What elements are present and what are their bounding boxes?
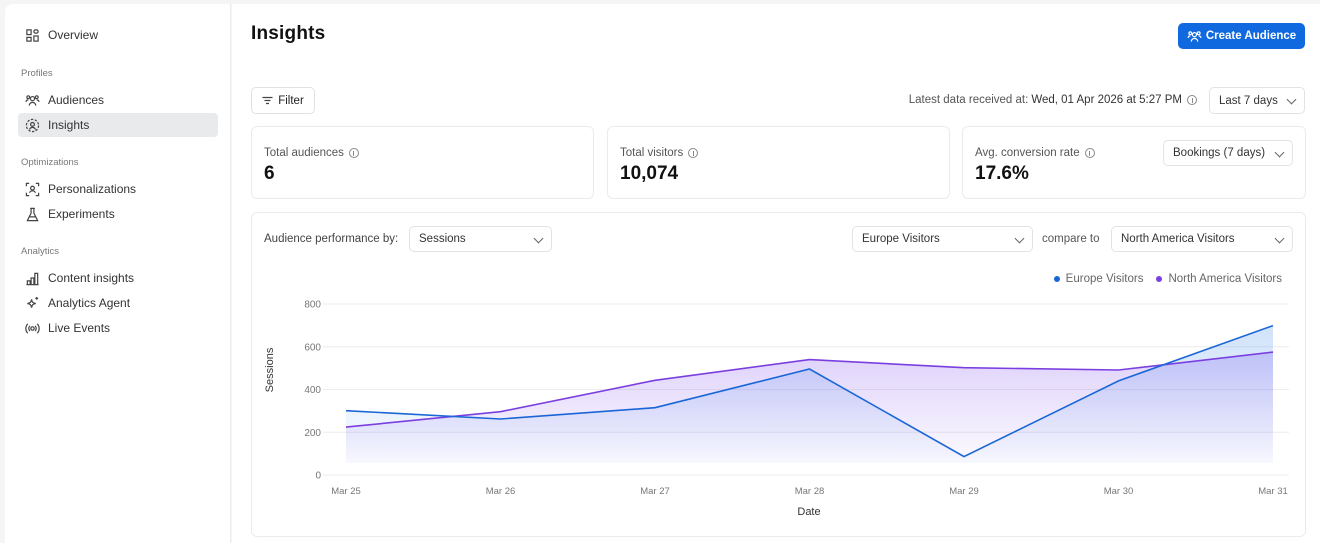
- broadcast-icon: [24, 320, 40, 336]
- legend-dot-icon: [1053, 276, 1060, 282]
- stat-label: Total visitors: [620, 147, 684, 159]
- stat-value: 6: [264, 163, 275, 184]
- legend-label: North America Visitors: [1168, 273, 1282, 285]
- y-axis-title: Sessions: [264, 347, 276, 392]
- chart-legend: Europe Visitors North America Visitors: [1041, 273, 1282, 285]
- sidebar-item-label: Overview: [48, 28, 99, 42]
- sidebar-item-audiences[interactable]: Audiences: [18, 88, 218, 112]
- latest-data-value: Wed, 01 Apr 2026 at 5:27 PM: [1031, 94, 1182, 106]
- users-icon: [1187, 30, 1202, 42]
- conversion-goal-select[interactable]: Bookings (7 days): [1163, 140, 1293, 166]
- stat-value: 17.6%: [975, 163, 1029, 184]
- performance-label: Audience performance by:: [264, 233, 399, 245]
- section-profiles: Profiles: [21, 68, 53, 79]
- info-icon[interactable]: [1084, 148, 1095, 158]
- svg-text:600: 600: [304, 342, 321, 353]
- sidebar-item-content-insights[interactable]: Content insights: [18, 266, 218, 290]
- legend-item-europe[interactable]: Europe Visitors: [1053, 273, 1144, 285]
- compare-audience-value: North America Visitors: [1121, 233, 1235, 245]
- section-analytics: Analytics: [21, 246, 60, 257]
- sidebar-item-overview[interactable]: Overview: [18, 23, 218, 47]
- sparkle-icon: [24, 295, 40, 311]
- legend-dot-icon: [1156, 276, 1163, 282]
- chevron-down-icon: [1274, 147, 1285, 158]
- stat-card-conversion-rate: Avg. conversion rate 17.6% Bookings (7 d…: [962, 126, 1306, 199]
- chevron-down-icon: [1286, 94, 1297, 105]
- sidebar-item-label: Audiences: [48, 93, 105, 107]
- stat-card-total-visitors: Total visitors 10,074: [607, 126, 950, 199]
- sidebar-item-personalizations[interactable]: Personalizations: [18, 177, 218, 201]
- svg-text:Mar 25: Mar 25: [331, 486, 361, 497]
- sidebar-item-insights[interactable]: Insights: [18, 113, 218, 137]
- sidebar: Overview Profiles Audiences Insights Opt…: [5, 4, 231, 543]
- sidebar-item-live-events[interactable]: Live Events: [18, 316, 218, 340]
- create-audience-label: Create Audience: [1205, 30, 1297, 42]
- filter-icon: [262, 96, 273, 105]
- section-optimizations: Optimizations: [21, 157, 79, 168]
- svg-text:Mar 30: Mar 30: [1104, 486, 1134, 497]
- sidebar-item-label: Content insights: [48, 271, 135, 285]
- sidebar-item-label: Analytics Agent: [48, 296, 131, 310]
- filter-button[interactable]: Filter: [251, 87, 315, 114]
- north-america-line: [345, 351, 1274, 428]
- audience-select[interactable]: Europe Visitors: [852, 226, 1033, 252]
- svg-text:400: 400: [304, 385, 321, 396]
- create-audience-button[interactable]: Create Audience: [1178, 23, 1305, 49]
- conversion-goal-value: Bookings (7 days): [1173, 147, 1266, 159]
- info-icon[interactable]: [1187, 95, 1197, 105]
- sidebar-item-label: Personalizations: [48, 182, 137, 196]
- svg-text:Mar 31: Mar 31: [1258, 486, 1288, 497]
- date-range-select[interactable]: Last 7 days: [1209, 87, 1305, 114]
- audience-performance-card: Audience performance by: Sessions Europe…: [251, 212, 1306, 537]
- latest-data-info: Latest data received at: Wed, 01 Apr 202…: [909, 94, 1197, 106]
- page-title: Insights: [251, 23, 326, 44]
- info-icon[interactable]: [348, 148, 359, 158]
- main-content: Insights Create Audience Filter Latest d…: [232, 4, 1320, 543]
- svg-text:800: 800: [304, 300, 321, 311]
- metric-select[interactable]: Sessions: [409, 226, 552, 252]
- svg-text:Mar 28: Mar 28: [795, 486, 825, 497]
- user-circle-dashed-icon: [24, 117, 40, 133]
- svg-text:200: 200: [304, 428, 321, 439]
- latest-data-label: Latest data received at:: [908, 94, 1029, 106]
- europe-line: [345, 324, 1274, 458]
- stat-label: Avg. conversion rate: [975, 147, 1080, 159]
- bar-chart-icon: [24, 270, 40, 286]
- users-icon: [24, 92, 40, 108]
- x-axis-ticks: Mar 25 Mar 26 Mar 27 Mar 28 Mar 29 Mar 30 Mar …: [331, 486, 1288, 497]
- sidebar-item-experiments[interactable]: Experiments: [18, 202, 218, 226]
- svg-text:Mar 26: Mar 26: [486, 486, 516, 497]
- user-focus-icon: [24, 181, 40, 197]
- info-icon[interactable]: [688, 148, 699, 158]
- sidebar-item-label: Live Events: [48, 321, 111, 335]
- stat-label-row: Total visitors: [620, 147, 699, 159]
- stat-label-row: Avg. conversion rate: [975, 147, 1095, 159]
- flask-icon: [24, 206, 40, 222]
- compare-audience-select[interactable]: North America Visitors: [1111, 226, 1293, 252]
- date-range-value: Last 7 days: [1219, 94, 1278, 107]
- stat-label: Total audiences: [264, 147, 344, 159]
- metric-value: Sessions: [419, 233, 466, 245]
- svg-text:0: 0: [315, 471, 321, 482]
- legend-item-north-america[interactable]: North America Visitors: [1156, 273, 1282, 285]
- grid-icon: [24, 27, 40, 43]
- x-axis-title: Date: [797, 506, 820, 518]
- stat-label-row: Total audiences: [264, 147, 359, 159]
- svg-text:Mar 29: Mar 29: [949, 486, 979, 497]
- y-axis-ticks: 0 200 400 600 800: [304, 300, 321, 482]
- stat-card-total-audiences: Total audiences 6: [251, 126, 594, 199]
- compare-label: compare to: [1042, 233, 1100, 245]
- stat-value: 10,074: [620, 163, 679, 184]
- sidebar-item-label: Insights: [48, 118, 90, 132]
- europe-area: [346, 325, 1273, 463]
- svg-text:Mar 27: Mar 27: [640, 486, 670, 497]
- sidebar-item-label: Experiments: [48, 207, 115, 221]
- sidebar-item-analytics-agent[interactable]: Analytics Agent: [18, 291, 218, 315]
- audience-value: Europe Visitors: [862, 233, 940, 245]
- filter-label: Filter: [278, 94, 304, 107]
- legend-label: Europe Visitors: [1065, 273, 1144, 285]
